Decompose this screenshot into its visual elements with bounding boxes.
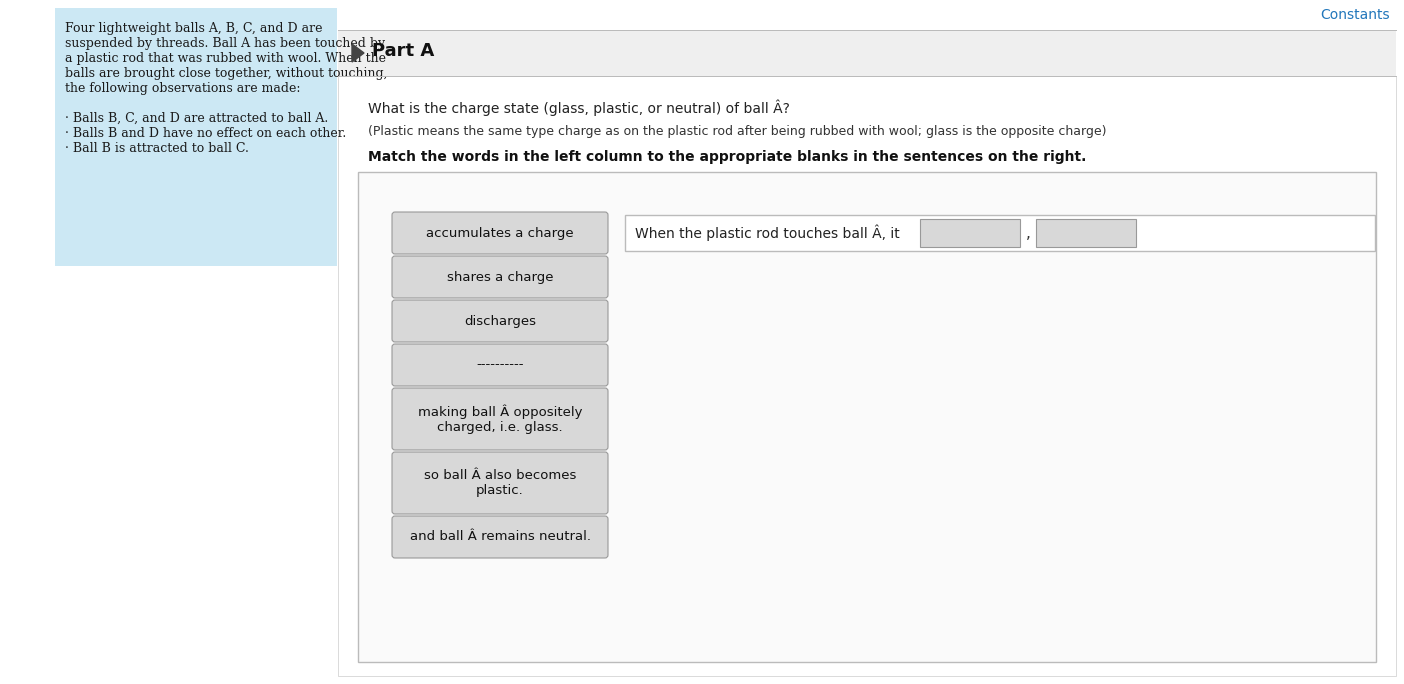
Text: suspended by threads. Ball A has been touched by: suspended by threads. Ball A has been to…: [65, 37, 385, 50]
Text: so ball Â also becomes
plastic.: so ball Â also becomes plastic.: [424, 469, 576, 497]
FancyBboxPatch shape: [392, 212, 608, 254]
Text: · Balls B and D have no effect on each other.: · Balls B and D have no effect on each o…: [65, 127, 347, 140]
Text: ,: ,: [1026, 226, 1031, 241]
Text: What is the charge state (glass, plastic, or neutral) of ball Â?: What is the charge state (glass, plastic…: [368, 100, 790, 116]
Text: Part A: Part A: [372, 42, 434, 60]
Text: · Balls B, C, and D are attracted to ball A.: · Balls B, C, and D are attracted to bal…: [65, 112, 329, 125]
Text: Constants: Constants: [1320, 8, 1390, 22]
FancyBboxPatch shape: [1036, 219, 1136, 247]
Text: Four lightweight balls A, B, C, and D are: Four lightweight balls A, B, C, and D ar…: [65, 22, 323, 35]
Text: and ball Â remains neutral.: and ball Â remains neutral.: [410, 531, 591, 544]
Text: the following observations are made:: the following observations are made:: [65, 82, 300, 95]
Text: balls are brought close together, without touching,: balls are brought close together, withou…: [65, 67, 388, 80]
FancyBboxPatch shape: [392, 256, 608, 298]
FancyBboxPatch shape: [920, 219, 1019, 247]
Text: making ball Â oppositely
charged, i.e. glass.: making ball Â oppositely charged, i.e. g…: [418, 404, 583, 434]
Text: When the plastic rod touches ball Â, it: When the plastic rod touches ball Â, it: [635, 225, 900, 241]
FancyBboxPatch shape: [392, 516, 608, 558]
Text: discharges: discharges: [463, 315, 536, 328]
Text: · Ball B is attracted to ball C.: · Ball B is attracted to ball C.: [65, 142, 249, 155]
Text: shares a charge: shares a charge: [446, 270, 553, 283]
FancyBboxPatch shape: [392, 452, 608, 514]
FancyBboxPatch shape: [358, 172, 1376, 662]
Text: accumulates a charge: accumulates a charge: [427, 226, 574, 239]
Text: Match the words in the left column to the appropriate blanks in the sentences on: Match the words in the left column to th…: [368, 150, 1087, 164]
Text: ----------: ----------: [476, 358, 524, 371]
FancyBboxPatch shape: [625, 215, 1375, 251]
FancyBboxPatch shape: [55, 8, 337, 266]
Text: (Plastic means the same type charge as on the plastic rod after being rubbed wit: (Plastic means the same type charge as o…: [368, 125, 1106, 138]
FancyBboxPatch shape: [392, 344, 608, 386]
FancyBboxPatch shape: [338, 30, 1396, 76]
Text: a plastic rod that was rubbed with wool. When the: a plastic rod that was rubbed with wool.…: [65, 52, 386, 65]
FancyBboxPatch shape: [338, 76, 1396, 676]
FancyBboxPatch shape: [392, 388, 608, 450]
FancyBboxPatch shape: [392, 300, 608, 342]
Polygon shape: [352, 44, 364, 62]
